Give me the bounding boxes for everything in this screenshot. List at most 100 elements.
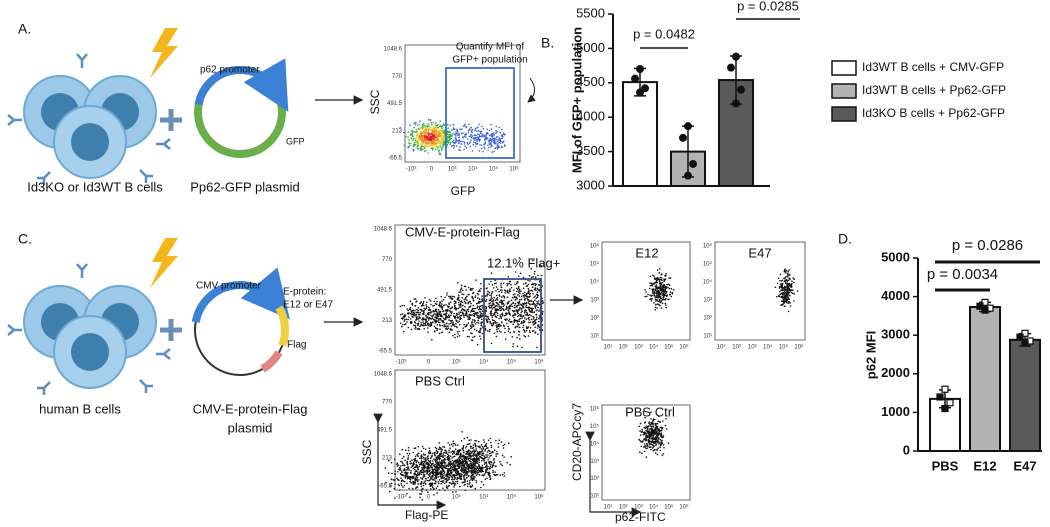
event-dot: [504, 338, 507, 340]
event-dot: [463, 477, 465, 479]
event-dot: [405, 472, 407, 475]
event-dot: [483, 463, 486, 466]
event-dot: [517, 294, 519, 296]
event-dot: [472, 444, 475, 447]
event-dot: [511, 296, 514, 299]
event-dot: [416, 327, 419, 330]
event-dot: [437, 462, 439, 465]
event-dot: [668, 287, 671, 290]
tick-label: 10²: [590, 476, 599, 482]
event-dot: [487, 459, 489, 461]
event-dot: [431, 460, 434, 462]
event-dot: [534, 295, 536, 297]
event-dot: [787, 271, 789, 273]
tick-label: 10³: [634, 345, 643, 351]
event-dot: [451, 145, 453, 147]
event-dot: [484, 448, 487, 451]
event-dot: [427, 152, 430, 154]
event-dot: [477, 129, 480, 132]
event-dot: [428, 316, 431, 319]
plot-frame: [394, 224, 546, 356]
event-dot: [468, 316, 471, 318]
event-dot: [429, 321, 432, 324]
event-dot: [404, 475, 406, 478]
event-dot: [462, 445, 465, 447]
tag-arc: [260, 350, 283, 373]
event-dot: [480, 315, 483, 318]
event-dot: [483, 135, 486, 138]
event-dot: [669, 277, 672, 279]
event-dot: [440, 137, 443, 140]
plot-frame: [601, 404, 691, 501]
event-dot: [463, 300, 466, 303]
event-dot: [444, 451, 446, 454]
event-dot: [528, 316, 530, 319]
event-dot: [498, 141, 501, 144]
event-dot: [431, 123, 433, 126]
event-dot: [409, 142, 412, 145]
event-dot: [506, 296, 509, 299]
event-dot: [471, 332, 473, 335]
event-dot: [528, 289, 530, 292]
event-dot: [664, 274, 666, 277]
event-dot: [519, 338, 521, 340]
event-dot: [488, 291, 491, 294]
event-dot: [516, 310, 519, 313]
event-dot: [779, 273, 782, 276]
event-dot: [454, 333, 456, 336]
event-dot: [407, 455, 410, 457]
event-dot: [485, 305, 487, 308]
event-dot: [435, 297, 437, 300]
event-dot: [479, 451, 482, 454]
event-dot: [433, 129, 436, 131]
event-dot: [487, 316, 490, 318]
event-dot: [442, 321, 445, 324]
event-dot: [415, 459, 417, 462]
event-dot: [470, 470, 473, 473]
event-dot: [496, 136, 499, 138]
event-dot: [429, 325, 431, 328]
event-dot: [445, 314, 447, 317]
event-dot: [472, 459, 474, 462]
event-dot: [460, 284, 463, 287]
event-dot: [403, 455, 405, 458]
event-dot: [452, 324, 454, 327]
event-dot: [478, 457, 480, 460]
event-dot: [422, 464, 425, 467]
event-dot: [501, 303, 504, 305]
event-dot: [427, 133, 429, 135]
event-dot: [471, 465, 474, 468]
event-dot: [497, 288, 499, 291]
event-dot: [536, 303, 538, 305]
event-dot: [422, 145, 425, 148]
event-dot: [412, 145, 414, 147]
event-dot: [402, 324, 404, 326]
event-dot: [453, 324, 456, 326]
event-dot: [484, 148, 486, 150]
event-dot: [431, 147, 434, 150]
event-dot: [461, 308, 464, 310]
event-dot: [537, 333, 539, 336]
event-dot: [657, 420, 659, 423]
event-dot: [517, 323, 519, 325]
event-dot: [462, 446, 465, 449]
event-dot: [415, 319, 417, 321]
event-dot: [659, 305, 661, 307]
event-dot: [445, 481, 447, 483]
tick-label: 10²: [703, 316, 712, 322]
event-dot: [447, 464, 450, 466]
event-dot: [512, 293, 515, 296]
event-dot: [496, 308, 499, 311]
event-dot: [423, 147, 426, 149]
event-dot: [521, 346, 523, 349]
event-dot: [536, 294, 539, 297]
event-dot: [788, 291, 791, 294]
event-dot: [781, 300, 783, 302]
event-dot: [465, 456, 468, 458]
event-dot: [524, 335, 527, 338]
event-dot: [416, 308, 418, 311]
event-dot: [789, 294, 791, 297]
event-dot: [426, 316, 429, 318]
event-dot: [431, 128, 434, 131]
event-dot: [419, 135, 421, 138]
